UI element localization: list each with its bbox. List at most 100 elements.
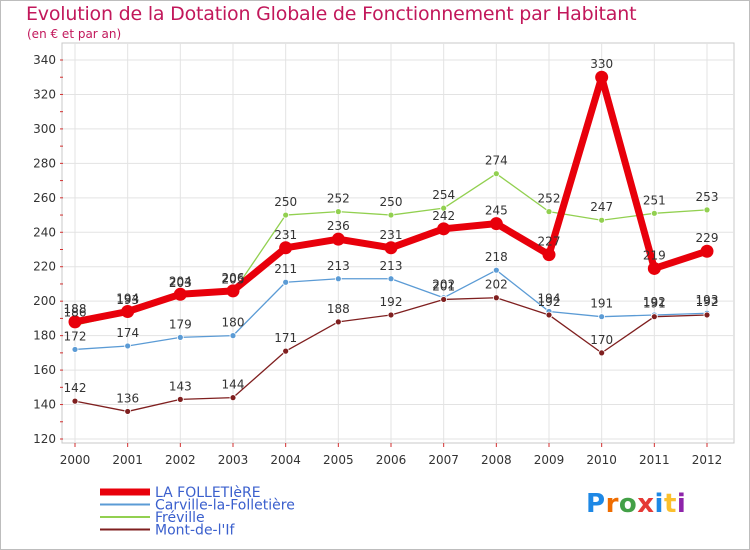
data-label: 172: [64, 329, 87, 343]
data-point: [226, 284, 240, 298]
data-point: [703, 311, 711, 319]
data-label: 144: [222, 378, 245, 392]
y-tick-label: 180: [33, 329, 56, 343]
data-label: 170: [590, 333, 613, 347]
data-point: [229, 394, 237, 402]
y-tick-label: 140: [33, 398, 56, 412]
data-point: [440, 204, 448, 212]
y-tick-label: 220: [33, 260, 56, 274]
x-tick-label: 2002: [165, 453, 196, 467]
y-tick-label: 240: [33, 225, 56, 239]
y-tick-label: 320: [33, 87, 56, 101]
data-label: 188: [64, 302, 87, 316]
data-point: [282, 347, 290, 355]
x-tick-label: 2004: [270, 453, 301, 467]
data-label: 231: [274, 228, 297, 242]
data-label: 253: [696, 190, 719, 204]
x-tick-label: 2011: [639, 453, 670, 467]
chart-title: Evolution de la Dotation Globale de Fonc…: [26, 3, 637, 25]
data-label: 227: [538, 235, 561, 249]
data-label: 203: [169, 276, 192, 290]
data-label: 194: [116, 292, 139, 306]
data-point: [598, 313, 606, 321]
data-label: 252: [538, 192, 561, 206]
data-label: 192: [538, 295, 561, 309]
data-point: [489, 217, 503, 231]
data-label: 251: [643, 193, 666, 207]
data-point: [598, 216, 606, 224]
data-point: [334, 208, 342, 216]
x-tick-label: 2007: [428, 453, 459, 467]
data-label: 142: [64, 381, 87, 395]
data-label: 136: [116, 391, 139, 405]
data-label: 171: [274, 331, 297, 345]
data-point: [650, 313, 658, 321]
data-point: [700, 244, 714, 258]
x-tick-label: 2005: [323, 453, 354, 467]
data-label: 193: [116, 293, 139, 307]
data-label: 143: [169, 379, 192, 393]
data-label: 180: [222, 316, 245, 330]
data-label: 194: [538, 292, 561, 306]
data-label: 186: [64, 305, 87, 319]
data-point: [334, 275, 342, 283]
data-point: [71, 397, 79, 405]
data-label: 213: [380, 259, 403, 273]
data-label: 191: [643, 297, 666, 311]
data-point: [331, 232, 345, 246]
data-point: [595, 70, 609, 84]
data-label: 231: [380, 228, 403, 242]
y-tick-label: 200: [33, 294, 56, 308]
data-point: [703, 206, 711, 214]
data-label: 179: [169, 317, 192, 331]
data-label: 205: [222, 273, 245, 287]
x-tick-label: 2006: [376, 453, 407, 467]
data-label: 242: [432, 209, 455, 223]
data-point: [71, 346, 79, 353]
data-point: [229, 332, 237, 340]
data-label: 250: [380, 195, 403, 209]
data-label: 191: [590, 297, 613, 311]
data-label: 254: [432, 188, 455, 202]
y-tick-label: 260: [33, 191, 56, 205]
data-point: [384, 241, 398, 255]
proxiti-logo: Proxiti: [586, 489, 687, 519]
legend-label: LA FOLLETIèRE: [155, 485, 261, 501]
data-label: 218: [485, 250, 508, 264]
data-label: 193: [696, 293, 719, 307]
legend-label: Mont-de-l'If: [155, 523, 235, 539]
x-tick-label: 2001: [112, 453, 143, 467]
y-tick-label: 280: [33, 156, 56, 170]
y-tick-label: 160: [33, 363, 56, 377]
data-label: 174: [116, 326, 139, 340]
data-point: [650, 209, 658, 217]
data-label: 192: [643, 295, 666, 309]
data-label: 204: [169, 274, 192, 288]
x-tick-label: 2003: [218, 453, 249, 467]
data-label: 245: [485, 204, 508, 218]
data-label: 202: [432, 278, 455, 292]
data-label: 206: [222, 271, 245, 285]
data-label: 192: [380, 295, 403, 309]
data-point: [173, 287, 187, 301]
data-point: [282, 278, 290, 286]
x-tick-label: 2008: [481, 453, 512, 467]
data-point: [440, 296, 448, 303]
data-point: [647, 261, 661, 275]
data-point: [387, 211, 395, 219]
data-label: 247: [590, 200, 613, 214]
x-tick-label: 2010: [586, 453, 617, 467]
data-label: 330: [590, 57, 613, 71]
data-label: 201: [432, 279, 455, 293]
x-tick-label: 2009: [534, 453, 565, 467]
data-label: 202: [485, 278, 508, 292]
legend-label: Carville-la-Folletière: [155, 498, 295, 514]
data-point: [121, 305, 135, 319]
data-label: 213: [327, 259, 350, 273]
data-point: [279, 241, 293, 255]
x-tick-label: 2012: [692, 453, 723, 467]
data-point: [437, 222, 451, 236]
y-tick-label: 120: [33, 432, 56, 446]
chart-subtitle: (en € et par an): [27, 27, 122, 41]
